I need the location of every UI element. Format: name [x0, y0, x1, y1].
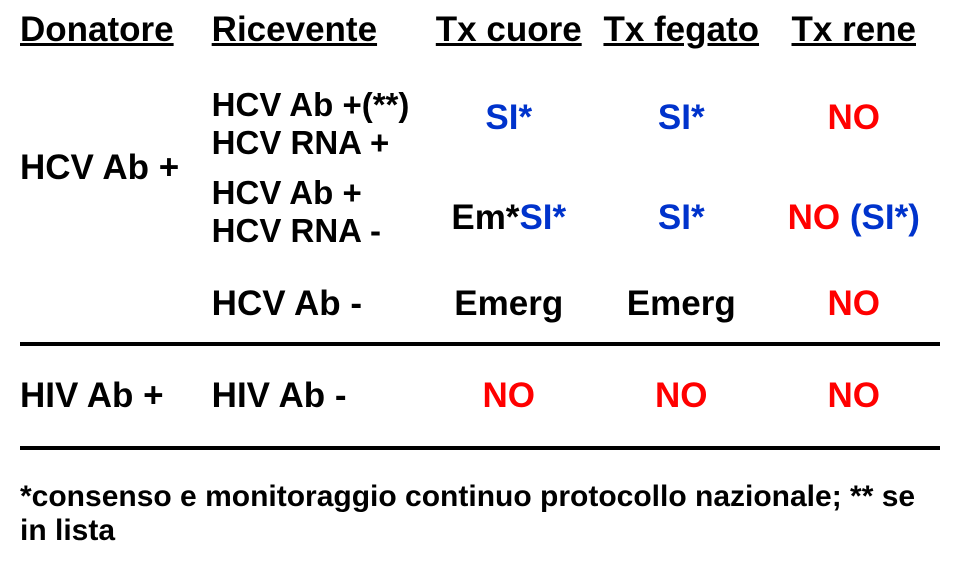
hiv-donor: HIV Ab +	[20, 376, 212, 416]
hcv-row3: HCV Ab - Emerg Emerg NO	[20, 284, 940, 324]
header-row: Donatore Ricevente Tx cuore Tx fegato Tx…	[20, 10, 940, 50]
hcv-donor: HCV Ab +	[20, 80, 212, 256]
hcv-row1-receiver-line1: HCV Ab +(**)	[212, 86, 410, 123]
hcv-heart-stack: SI* Em*SI*	[423, 80, 596, 256]
hcv-row2-kidney: NO (SI*)	[768, 180, 941, 256]
hcv-row3-receiver: HCV Ab -	[212, 284, 423, 324]
hcv-row3-heart: Emerg	[423, 284, 596, 324]
header-kidney: Tx rene	[768, 10, 941, 50]
header-donor: Donatore	[20, 10, 212, 50]
hiv-row: HIV Ab + HIV Ab - NO NO NO	[20, 376, 940, 416]
hiv-liver: NO	[595, 376, 768, 416]
hiv-heart: NO	[423, 376, 596, 416]
hcv-row2-receiver-line2: HCV RNA -	[212, 212, 381, 249]
hcv-row1-liver: SI*	[595, 80, 768, 156]
footnote: *consenso e monitoraggio continuo protoc…	[20, 480, 940, 548]
hcv-liver-stack: SI* SI*	[595, 80, 768, 256]
hcv-row2-kidney-suffix: (SI*)	[850, 198, 920, 237]
divider-2	[20, 446, 940, 450]
header-receiver: Ricevente	[212, 10, 423, 50]
divider-1	[20, 342, 940, 346]
hcv-row3-donor-blank	[20, 284, 212, 324]
hcv-section: HCV Ab + HCV Ab +(**) HCV RNA + HCV Ab +…	[20, 80, 940, 256]
header-liver: Tx fegato	[595, 10, 768, 50]
hcv-row1-heart: SI*	[423, 80, 596, 156]
hcv-row1-kidney: NO	[768, 80, 941, 156]
header-heart: Tx cuore	[423, 10, 596, 50]
hcv-row1-receiver: HCV Ab +(**) HCV RNA +	[212, 80, 423, 168]
hcv-row2-heart-suffix: SI*	[519, 198, 566, 237]
hcv-receiver-stack: HCV Ab +(**) HCV RNA + HCV Ab + HCV RNA …	[212, 80, 423, 256]
hcv-row2-heart: Em*SI*	[423, 180, 596, 256]
hcv-row3-liver: Emerg	[595, 284, 768, 324]
hcv-row2-liver: SI*	[595, 180, 768, 256]
hcv-row2-receiver-line1: HCV Ab +	[212, 174, 362, 211]
hcv-row2-receiver: HCV Ab + HCV RNA -	[212, 168, 423, 256]
hcv-kidney-stack: NO NO (SI*)	[768, 80, 941, 256]
hcv-row3-kidney: NO	[768, 284, 941, 324]
hcv-row2-heart-prefix: Em*	[451, 198, 519, 237]
hiv-receiver: HIV Ab -	[212, 376, 423, 416]
hcv-row2-kidney-prefix: NO	[788, 198, 850, 237]
hcv-row1-receiver-line2: HCV RNA +	[212, 124, 390, 161]
hiv-kidney: NO	[768, 376, 941, 416]
slide: Donatore Ricevente Tx cuore Tx fegato Tx…	[0, 0, 960, 569]
